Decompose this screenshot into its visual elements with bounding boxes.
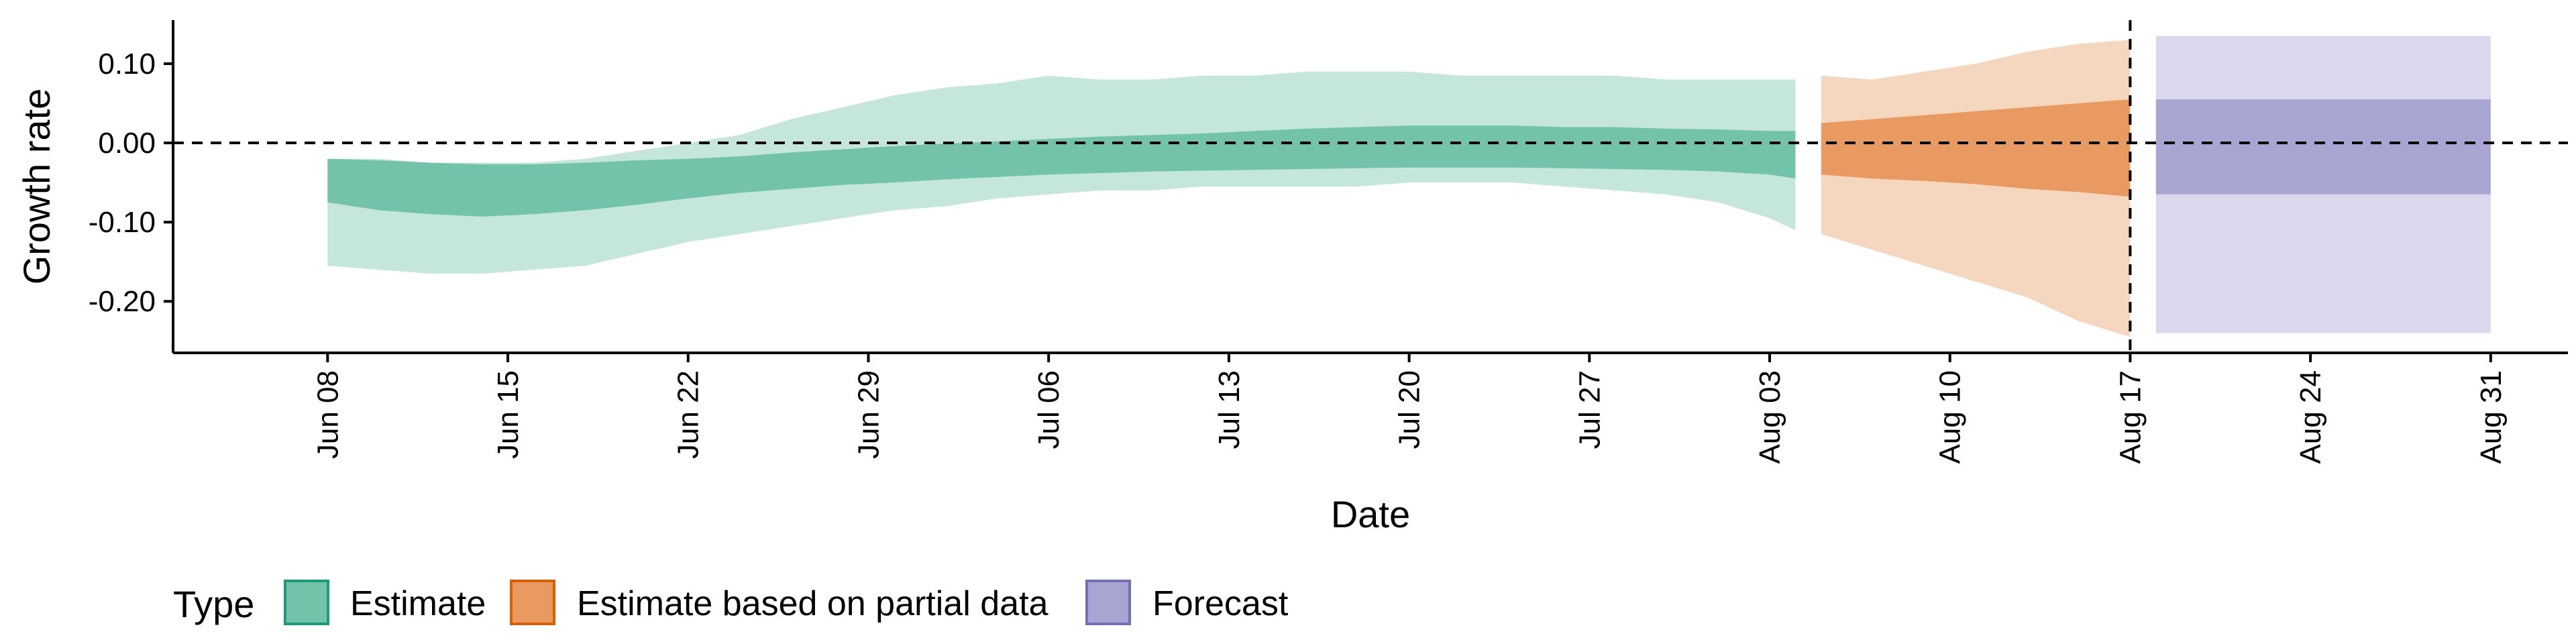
- band-layer: [327, 36, 2491, 337]
- legend-key-estimate-based-on-partial-data: [510, 580, 555, 625]
- forecast-inner-band: [2155, 99, 2491, 195]
- x-tick-label: Aug 17: [2114, 370, 2147, 464]
- x-tick-label: Aug 31: [2475, 370, 2508, 464]
- x-axis-title: Date: [1331, 493, 1410, 535]
- y-tick-label: -0.20: [89, 285, 156, 318]
- y-tick-label: 0.10: [98, 48, 156, 80]
- estimate-inner-band: [327, 125, 1796, 217]
- x-tick-label: Jul 13: [1213, 370, 1246, 449]
- x-tick-label: Aug 24: [2294, 370, 2327, 464]
- x-tick-label: Jul 27: [1573, 370, 1606, 449]
- x-tick-label: Jun 15: [492, 370, 525, 459]
- reference-lines: [173, 20, 2568, 353]
- x-tick-label: Jul 20: [1393, 370, 1426, 449]
- legend-label-estimate: Estimate: [350, 584, 486, 623]
- legend: Type Estimate Estimate based on partial d…: [173, 580, 1289, 625]
- legend-label-estimate-based-on-partial-data: Estimate based on partial data: [577, 584, 1049, 623]
- x-tick-label: Jun 29: [852, 370, 885, 459]
- y-axis-title: Growth rate: [15, 89, 58, 285]
- y-tick-label: -0.10: [89, 206, 156, 239]
- legend-label-forecast: Forecast: [1152, 584, 1289, 623]
- legend-key-estimate: [284, 580, 329, 625]
- x-tick-label: Jun 08: [311, 370, 344, 459]
- x-tick-label: Jul 06: [1032, 370, 1065, 449]
- legend-key-forecast: [1085, 580, 1131, 625]
- x-tick-label: Aug 03: [1754, 370, 1786, 464]
- tick-labels: 0.10 0.00 -0.10 -0.20 Jun 08 Jun 15 Jun 22 Jun …: [89, 48, 2508, 464]
- x-tick-label: Jun 22: [672, 370, 705, 459]
- legend-title: Type: [173, 583, 254, 625]
- y-tick-label: 0.00: [98, 127, 156, 160]
- x-tick-label: Aug 10: [1934, 370, 1967, 464]
- estimate-based-on-partial-data-inner-band: [1821, 99, 2131, 197]
- axes: [164, 20, 2568, 362]
